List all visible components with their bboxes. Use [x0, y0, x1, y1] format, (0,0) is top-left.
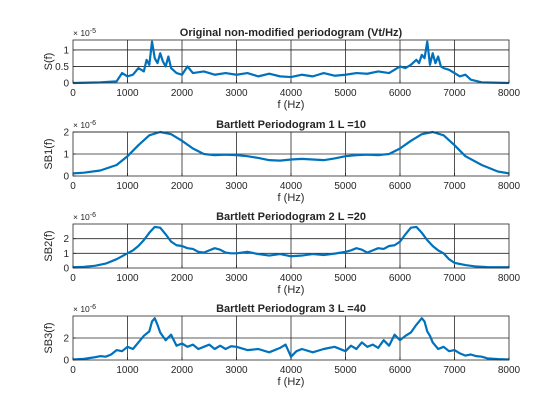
x-tick-label: 8000: [498, 273, 521, 284]
x-tick-label: 1000: [116, 273, 139, 284]
x-tick-label: 5000: [334, 273, 357, 284]
y-exponent-power: -6: [90, 120, 96, 127]
x-tick-label: 5000: [334, 181, 357, 192]
y-exponent: × 10-6: [73, 304, 96, 314]
y-tick-label: 0: [63, 264, 69, 275]
panel-3: 0 1000 2000 3000 4000 5000 6000 7000 8000 0 1 2 × 10…: [43, 211, 521, 296]
y-exponent-base: × 10: [73, 212, 90, 222]
series-line-1: [72, 317, 510, 361]
y-exponent-base: × 10: [73, 28, 90, 38]
panel-2: 0 1000 2000 3000 4000 5000 6000 7000 8000 0 1 2 × 10…: [43, 119, 521, 204]
x-axis-label: f (Hz): [278, 376, 305, 388]
x-tick-label: 3000: [225, 181, 248, 192]
y-axis-label: S(f): [43, 53, 55, 71]
x-tick-label: 3000: [225, 273, 248, 284]
x-tick-label: 0: [70, 181, 76, 192]
y-tick-label: 2: [63, 128, 69, 139]
x-axis-label: f (Hz): [278, 284, 305, 296]
x-tick-label: 8000: [498, 88, 521, 99]
x-tick-label: 2000: [171, 181, 194, 192]
series-line-1: [72, 40, 510, 85]
x-tick-label: 3000: [225, 365, 248, 376]
x-tick-label: 3000: [225, 88, 248, 99]
y-axis-label: SB3(f): [43, 322, 55, 353]
x-tick-label: 5000: [334, 365, 357, 376]
y-exponent: × 10-6: [73, 212, 96, 222]
series-line-1: [72, 225, 509, 269]
x-tick-label: 8000: [498, 181, 521, 192]
panel-4: 0 1000 2000 3000 4000 5000 6000 7000 8000 0 2 × 10-…: [43, 303, 521, 388]
x-tick-label: 4000: [280, 181, 303, 192]
x-tick-label: 0: [70, 88, 76, 99]
x-tick-label: 0: [70, 365, 76, 376]
x-axis-label: f (Hz): [278, 99, 305, 111]
y-axis-label: SB2(f): [43, 230, 55, 261]
x-axis-label: f (Hz): [278, 192, 305, 204]
x-tick-label: 6000: [389, 88, 412, 99]
x-tick-label: 6000: [389, 181, 412, 192]
x-tick-label: 5000: [334, 88, 357, 99]
x-tick-label: 7000: [443, 273, 466, 284]
series-line-1: [72, 130, 510, 175]
y-tick-label: 0: [63, 356, 69, 367]
x-tick-label: 2000: [171, 273, 194, 284]
y-exponent-base: × 10: [73, 120, 90, 130]
y-exponent: × 10-5: [73, 28, 96, 38]
x-tick-label: 4000: [280, 365, 303, 376]
y-tick-label: 0: [63, 172, 69, 183]
x-tick-label: 1000: [116, 88, 139, 99]
y-exponent-power: -5: [90, 28, 96, 35]
y-exponent-base: × 10: [73, 304, 90, 314]
y-exponent-power: -6: [90, 304, 96, 311]
x-tick-label: 7000: [443, 365, 466, 376]
x-tick-label: 2000: [171, 365, 194, 376]
x-tick-label: 1000: [116, 365, 139, 376]
y-tick-label: 1: [63, 150, 69, 161]
x-tick-label: 7000: [443, 181, 466, 192]
x-tick-label: 6000: [389, 273, 412, 284]
x-tick-label: 1000: [116, 181, 139, 192]
y-tick-label: 2: [63, 234, 69, 245]
x-tick-label: 2000: [171, 88, 194, 99]
y-tick-label: 0.5: [55, 62, 69, 73]
chart-title: Original non-modified periodogram (Vt/Hz…: [180, 27, 403, 39]
y-tick-label: 2: [63, 334, 69, 345]
x-tick-label: 4000: [280, 273, 303, 284]
chart-title: Bartlett Periodogram 3 L =40: [216, 303, 366, 315]
y-tick-label: 0: [63, 79, 69, 90]
y-exponent-power: -6: [90, 212, 96, 219]
chart-title: Bartlett Periodogram 2 L =20: [216, 211, 366, 223]
x-tick-label: 6000: [389, 365, 412, 376]
y-tick-label: 1: [63, 249, 69, 260]
panel-1: 0 1000 2000 3000 4000 5000 6000 7000 8000 0 0.5 1 × …: [43, 27, 521, 111]
chart-title: Bartlett Periodogram 1 L =10: [216, 119, 366, 131]
x-tick-label: 7000: [443, 88, 466, 99]
x-tick-label: 8000: [498, 365, 521, 376]
y-axis-label: SB1(f): [43, 138, 55, 169]
y-exponent: × 10-6: [73, 120, 96, 130]
y-tick-label: 1: [63, 45, 69, 56]
x-tick-label: 4000: [280, 88, 303, 99]
x-tick-label: 0: [70, 273, 76, 284]
